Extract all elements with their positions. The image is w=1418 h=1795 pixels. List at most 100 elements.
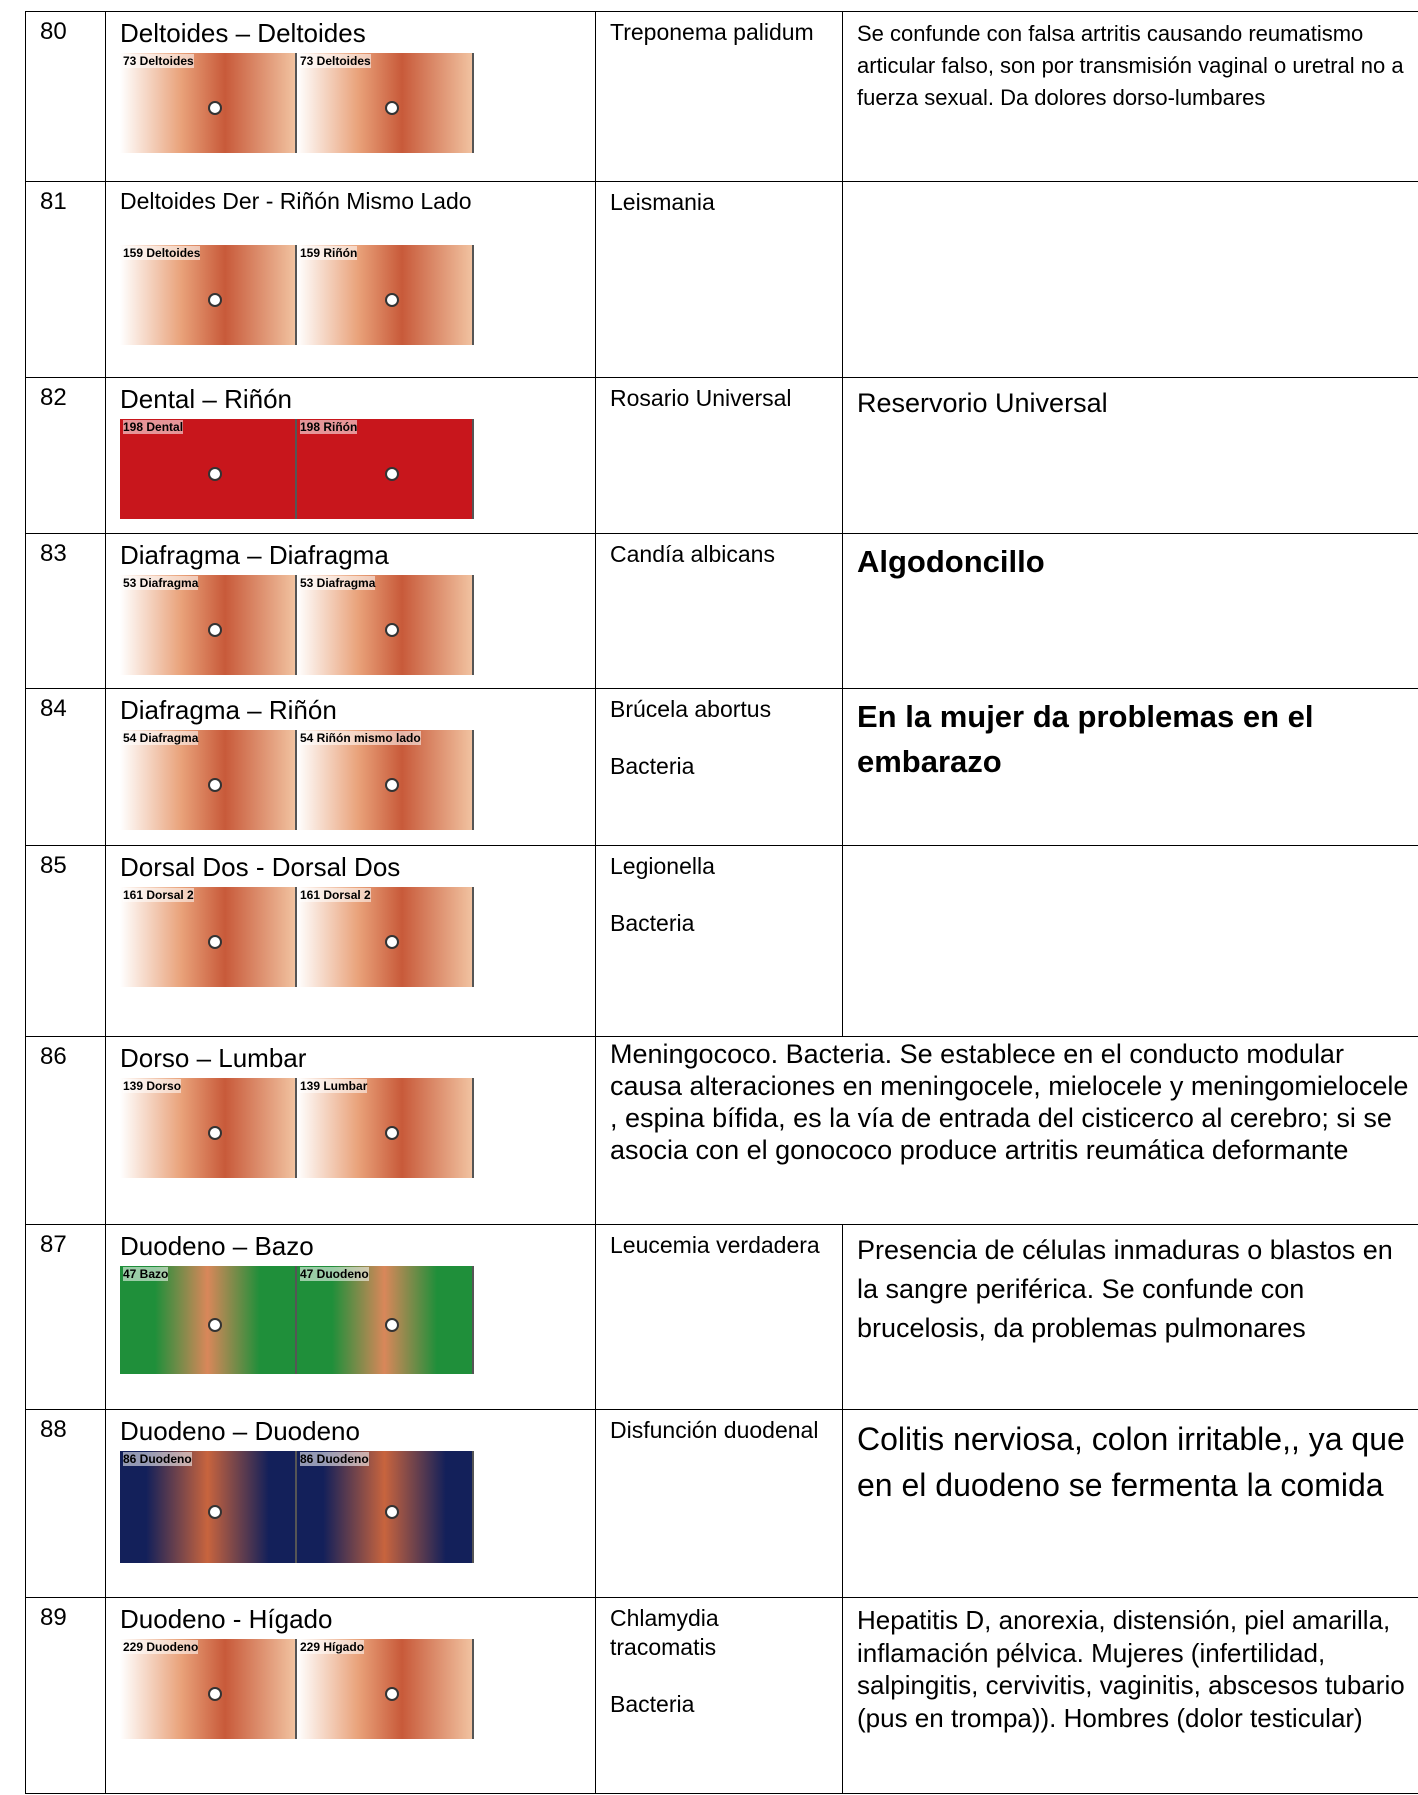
row-number: 84	[25, 688, 106, 846]
image-label: 198 Riñón	[300, 420, 358, 434]
point-cell: Duodeno - Hígado 229 Duodeno 229 Hígado	[105, 1597, 596, 1794]
point-name: Deltoides – Deltoides	[120, 18, 366, 48]
point-name: Duodeno – Bazo	[120, 1231, 314, 1261]
point-cell: Deltoides Der - Riñón Mismo Lado 159 Delt…	[105, 181, 596, 378]
agent-text: Disfunción duodenal	[610, 1417, 819, 1443]
point-image: 54 Riñón mismo lado	[297, 730, 474, 830]
point-dot	[384, 623, 399, 637]
point-dot	[207, 467, 222, 481]
image-label: 229 Hígado	[300, 1640, 365, 1654]
point-image: 161 Dorsal 2	[120, 887, 297, 987]
point-image: 47 Bazo	[120, 1266, 297, 1374]
point-image: 198 Riñón	[297, 419, 474, 519]
description-cell: Algodoncillo	[842, 533, 1418, 689]
point-dot	[384, 1317, 399, 1332]
point-cell: Duodeno – Duodeno 86 Duodeno 86 Duodeno	[105, 1409, 596, 1598]
point-dot	[207, 623, 222, 637]
point-name: Dorsal Dos - Dorsal Dos	[120, 852, 401, 882]
point-image: 139 Dorso	[120, 1078, 297, 1178]
table-row: 89 Duodeno - Hígado 229 Duodeno 229 Hígado C…	[25, 1597, 1418, 1794]
point-dot	[384, 293, 399, 307]
point-cell: Dental – Riñón 198 Dental 198 Riñón	[105, 377, 596, 534]
agent-cell: Legionella Bacteria	[595, 845, 843, 1037]
agent-text: Candía albicans	[610, 541, 775, 567]
image-label: 229 Duodeno	[123, 1640, 199, 1654]
agent-cell: Rosario Universal	[595, 377, 843, 534]
point-cell: Diafragma – Riñón 54 Diafragma 54 Riñón mi…	[105, 688, 596, 846]
image-label: 139 Dorso	[123, 1079, 182, 1093]
agent-text: Legionella	[610, 853, 715, 879]
agent-cell: Leucemia verdadera	[595, 1224, 843, 1410]
image-pair: 159 Deltoides 159 Riñón	[120, 245, 581, 345]
point-name: Duodeno – Duodeno	[120, 1416, 360, 1446]
table-row: 81 Deltoides Der - Riñón Mismo Lado 159 De…	[25, 181, 1418, 378]
point-dot	[384, 101, 399, 115]
image-label: 53 Diafragma	[300, 576, 376, 590]
point-name: Dorso – Lumbar	[120, 1043, 307, 1073]
image-label: 73 Deltoides	[300, 54, 371, 68]
image-label: 198 Dental	[123, 420, 184, 434]
image-label: 161 Dorsal 2	[123, 888, 194, 902]
image-label: 73 Deltoides	[123, 54, 194, 68]
description-text: Colitis nerviosa, colon irritable,, ya q…	[857, 1421, 1405, 1504]
description-cell: Presencia de células inmaduras o blastos…	[842, 1224, 1418, 1410]
point-name: Deltoides Der - Riñón Mismo Lado	[120, 188, 472, 214]
description-cell: Se confunde con falsa artritis causando …	[842, 11, 1418, 182]
point-cell: Duodeno – Bazo 47 Bazo 47 Duodeno	[105, 1224, 596, 1410]
description-text: Reservorio Universal	[857, 388, 1108, 418]
image-pair: 47 Bazo 47 Duodeno	[120, 1266, 581, 1374]
point-dot	[384, 1126, 399, 1140]
table-row: 83 Diafragma – Diafragma 53 Diafragma 53 Di…	[25, 533, 1418, 689]
agent-cell: Brúcela abortus Bacteria	[595, 688, 843, 846]
image-label: 47 Bazo	[123, 1267, 169, 1281]
agent-cell: Chlamydia tracomatis Bacteria	[595, 1597, 843, 1794]
description-cell: Hepatitis D, anorexia, distensión, piel …	[842, 1597, 1418, 1794]
image-label: 161 Dorsal 2	[300, 888, 371, 902]
agent-text: Bacteria	[610, 1690, 695, 1717]
point-dot	[207, 293, 222, 307]
image-pair: 229 Duodeno 229 Hígado	[120, 1639, 581, 1739]
table: 80 Deltoides – Deltoides 73 Deltoides 73 De…	[25, 11, 1418, 1794]
point-image: 229 Duodeno	[120, 1639, 297, 1739]
point-dot	[384, 1504, 399, 1519]
image-pair: 53 Diafragma 53 Diafragma	[120, 575, 581, 675]
agent-text: Rosario Universal	[610, 385, 792, 411]
image-label: 159 Deltoides	[123, 246, 201, 260]
point-name: Dental – Riñón	[120, 384, 292, 414]
description-cell: Colitis nerviosa, colon irritable,, ya q…	[842, 1409, 1418, 1598]
row-number: 87	[25, 1224, 106, 1410]
image-label: 54 Diafragma	[123, 731, 199, 745]
description-cell	[842, 845, 1418, 1037]
image-label: 86 Duodeno	[300, 1452, 369, 1466]
description-text: En la mujer da problemas en el embarazo	[857, 699, 1314, 779]
image-pair: 139 Dorso 139 Lumbar	[120, 1078, 581, 1178]
agent-cell: Leismania	[595, 181, 843, 378]
image-label: 86 Duodeno	[123, 1452, 192, 1466]
image-pair: 73 Deltoides 73 Deltoides	[120, 53, 581, 153]
point-dot	[384, 1687, 399, 1701]
agent-text: Leucemia verdadera	[610, 1232, 820, 1258]
image-pair: 54 Diafragma 54 Riñón mismo lado	[120, 730, 581, 830]
point-dot	[207, 101, 222, 115]
point-image: 161 Dorsal 2	[297, 887, 474, 987]
table-row: 84 Diafragma – Riñón 54 Diafragma 54 Riñón …	[25, 688, 1418, 846]
point-dot	[207, 1687, 222, 1701]
agent-text: Chlamydia tracomatis	[610, 1605, 719, 1660]
image-label: 159 Riñón	[300, 246, 358, 260]
point-image: 73 Deltoides	[120, 53, 297, 153]
table-row: 85 Dorsal Dos - Dorsal Dos 161 Dorsal 2 161…	[25, 845, 1418, 1037]
row-number: 89	[25, 1597, 106, 1794]
agent-cell: Disfunción duodenal	[595, 1409, 843, 1598]
row-number: 83	[25, 533, 106, 689]
agent-text: Bacteria	[610, 909, 695, 936]
point-image: 229 Hígado	[297, 1639, 474, 1739]
point-cell: Diafragma – Diafragma 53 Diafragma 53 Diaf…	[105, 533, 596, 689]
point-cell: Dorso – Lumbar 139 Dorso 139 Lumbar	[105, 1036, 596, 1225]
table-row: 87 Duodeno – Bazo 47 Bazo 47 Duodeno Leucemi…	[25, 1224, 1418, 1410]
image-pair: 86 Duodeno 86 Duodeno	[120, 1451, 581, 1563]
point-dot	[207, 778, 222, 792]
description-cell	[842, 181, 1418, 378]
agent-cell: Treponema palidum	[595, 11, 843, 182]
point-dot	[207, 1504, 222, 1519]
point-dot	[384, 467, 399, 481]
